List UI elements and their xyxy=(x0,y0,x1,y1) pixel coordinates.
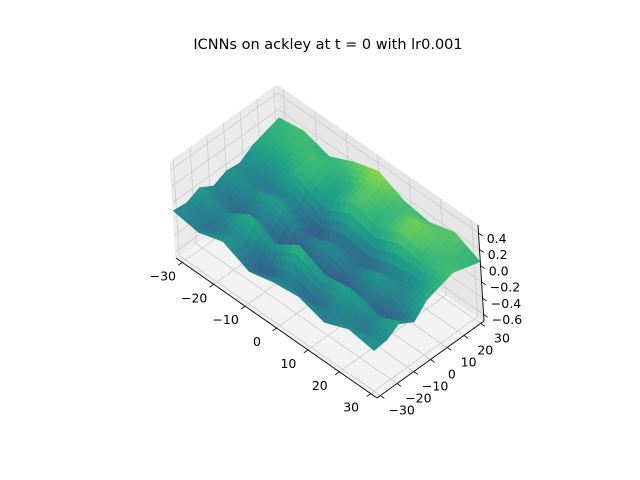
y-tick-label: −10 xyxy=(422,378,448,393)
x-gridline xyxy=(370,220,479,394)
x-tick-mark xyxy=(335,371,340,375)
y-tick-label: 20 xyxy=(477,342,493,357)
z-tick-label: −0.2 xyxy=(490,280,520,295)
z-tick-label: −0.4 xyxy=(491,296,521,311)
surface-patch xyxy=(367,343,378,352)
y-tick-mark xyxy=(430,359,435,363)
y-tick-label: 30 xyxy=(494,330,510,345)
z-tick-label: −0.6 xyxy=(492,312,522,327)
surface-plot xyxy=(172,117,481,352)
z-tick-label: 0.2 xyxy=(488,247,508,262)
y-tick-mark xyxy=(413,371,419,375)
z-tick-mark xyxy=(481,281,486,286)
z-tick-mark xyxy=(479,249,484,253)
x-tick-mark xyxy=(177,262,183,266)
x-tick-label: 10 xyxy=(280,356,296,371)
z-gridline xyxy=(171,108,480,250)
x-tick-mark xyxy=(366,393,371,397)
z-tick-label: 0.0 xyxy=(489,263,509,278)
x-tick-label: −20 xyxy=(181,290,207,305)
x-tick-label: 0 xyxy=(253,334,261,349)
y-tick-mark xyxy=(396,383,402,387)
z-axis-line xyxy=(477,224,485,322)
z-tick-mark xyxy=(483,314,488,318)
z-gridline xyxy=(170,92,479,234)
y-tick-mark xyxy=(380,395,385,399)
x-tick-mark xyxy=(272,327,277,332)
x-tick-mark xyxy=(209,283,214,288)
y-tick-label: 10 xyxy=(461,354,477,369)
z-tick-label: 0.4 xyxy=(487,231,507,246)
z-tick-mark xyxy=(482,297,487,302)
x-tick-label: −10 xyxy=(212,312,238,327)
chart-title: ICNNs on ackley at t = 0 with lr0.001 xyxy=(193,37,462,53)
y-gridline xyxy=(172,159,381,396)
x-tick-mark xyxy=(240,305,246,310)
x-tick-mark xyxy=(303,349,309,354)
y-gridline xyxy=(189,147,398,384)
x-tick-label: 20 xyxy=(312,378,328,393)
y-tick-mark xyxy=(446,347,452,351)
z-tick-mark xyxy=(480,265,485,269)
x-tick-label: −30 xyxy=(150,268,176,283)
y-tick-label: −20 xyxy=(405,390,431,405)
y-tick-label: −30 xyxy=(389,403,415,418)
y-tick-label: 0 xyxy=(448,366,456,381)
z-tick-mark xyxy=(478,232,483,237)
x-tick-label: 30 xyxy=(343,400,359,415)
y-tick-mark xyxy=(463,335,469,339)
y-tick-mark xyxy=(480,323,485,327)
